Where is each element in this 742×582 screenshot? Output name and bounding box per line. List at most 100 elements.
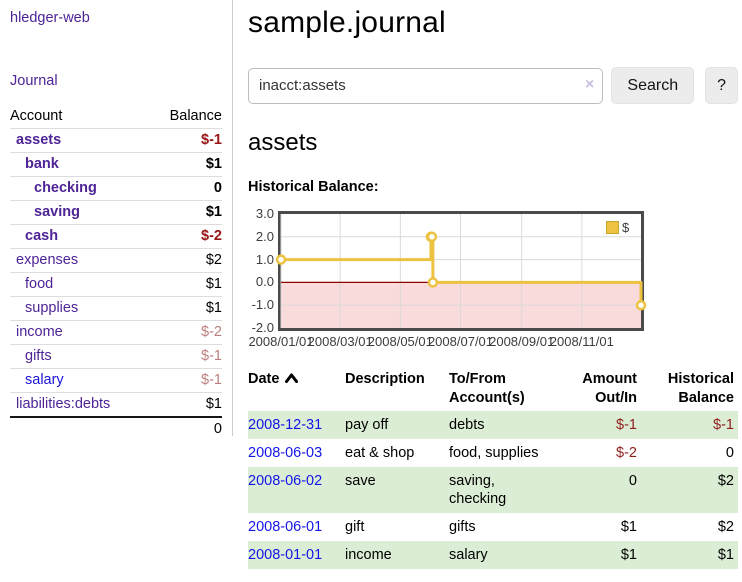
- account-balance: $1: [149, 152, 222, 177]
- account-balance: $-1: [201, 132, 222, 148]
- account-balance: $1: [149, 272, 222, 297]
- x-axis-tick-label: 2008/09/01: [489, 334, 555, 349]
- historical-balance-chart[interactable]: 3.0 2.0 1.0 0.0 -1.0 -2.0 $2008/01/01 2008/03/0…: [248, 203, 648, 349]
- x-axis-tick-label: 2008/07/01: [427, 334, 494, 349]
- account-link-saving[interactable]: saving: [34, 204, 80, 220]
- transaction-date-link[interactable]: 2008-06-02: [248, 473, 323, 489]
- account-row: food $1: [10, 272, 222, 297]
- account-link-income[interactable]: income: [16, 324, 63, 340]
- account-row: expenses $2: [10, 248, 222, 273]
- transaction-balance: $1: [717, 547, 734, 563]
- account-link-supplies[interactable]: supplies: [25, 300, 79, 316]
- register-row: 2008-01-01 income salary $1 $1: [248, 541, 738, 569]
- register-row: 2008-06-03 eat & shop food, supplies $-2 0: [248, 439, 738, 467]
- account-row: gifts $-1: [10, 344, 222, 369]
- col-header-accounts: To/From Account(s): [449, 371, 525, 406]
- account-balance: $-2: [149, 320, 222, 345]
- transaction-date-link[interactable]: 2008-06-01: [248, 519, 323, 535]
- transaction-balance: $2: [717, 519, 734, 535]
- account-row: liabilities:debts $1: [10, 392, 222, 417]
- y-axis-tick-label: 3.0: [255, 206, 274, 221]
- search-box: ×: [248, 67, 604, 104]
- nav-journal-link[interactable]: Journal: [10, 73, 58, 89]
- transaction-accounts: saving, checking: [449, 473, 507, 507]
- account-link-bank[interactable]: bank: [25, 156, 59, 172]
- account-link-gifts[interactable]: gifts: [25, 348, 52, 364]
- register-table-header: Date Description To/From Account(s) Amount Ou…: [248, 367, 738, 411]
- account-balance: $-1: [149, 344, 222, 369]
- account-row: salary $-1: [10, 368, 222, 393]
- account-balance: $1: [149, 200, 222, 225]
- transaction-accounts: gifts: [449, 519, 476, 535]
- account-balance: $-2: [149, 224, 222, 249]
- x-axis-tick-label: 2008/11/01: [549, 334, 614, 349]
- account-balance: $1: [149, 296, 222, 321]
- register-row: 2008-12-31 pay off debts $-1 $-1: [248, 411, 738, 439]
- transaction-date-link[interactable]: 2008-12-31: [248, 417, 323, 433]
- col-header-balance: Historical Balance: [667, 371, 734, 406]
- transaction-description: eat & shop: [345, 445, 415, 461]
- x-axis-tick-label: 2008/03/01: [307, 334, 373, 349]
- account-link-expenses[interactable]: expenses: [16, 252, 79, 268]
- transaction-description: save: [345, 473, 376, 489]
- account-link-assets[interactable]: assets: [16, 132, 62, 148]
- account-title: assets: [248, 129, 318, 156]
- account-link-liabilities-debts[interactable]: liabilities:debts: [16, 396, 111, 412]
- account-link-cash[interactable]: cash: [25, 228, 59, 244]
- x-axis-tick-label: 2008/05/01: [367, 334, 433, 349]
- transaction-accounts: food, supplies: [449, 445, 539, 461]
- x-axis-tick-label: 2008/01/01: [248, 334, 314, 349]
- account-row: checking 0: [10, 176, 222, 201]
- account-link-salary[interactable]: salary: [25, 372, 64, 388]
- transaction-date-link[interactable]: 2008-01-01: [248, 547, 323, 563]
- account-row: cash $-2: [10, 224, 222, 249]
- brand-link[interactable]: hledger-web: [10, 10, 90, 26]
- col-header-amount: Amount Out/In: [582, 371, 637, 406]
- search-form: × Search ?: [248, 67, 738, 104]
- main-content: sample.journal × Search ? assets Histori…: [248, 0, 738, 569]
- account-row: bank $1: [10, 152, 222, 177]
- account-balance: $-1: [149, 368, 222, 393]
- accounts-header-account: Account: [10, 105, 150, 129]
- register-row: 2008-06-02 save saving, checking 0 $2: [248, 467, 738, 513]
- transaction-description: gift: [345, 519, 365, 535]
- y-axis-tick-label: 0.0: [255, 274, 274, 290]
- transaction-amount: $1: [620, 519, 637, 535]
- search-button[interactable]: Search: [611, 67, 695, 104]
- register-table: Date Description To/From Account(s) Amount Ou…: [248, 367, 738, 569]
- sidebar-nav: Journal: [10, 72, 222, 89]
- y-axis-tick-label: 1.0: [255, 251, 274, 267]
- chart-plot-area: [275, 211, 647, 331]
- page-title: sample.journal: [248, 6, 446, 39]
- account-balance: $1: [149, 392, 222, 417]
- register-row: 2008-06-01 gift gifts $1 $2: [248, 513, 738, 541]
- account-row: supplies $1: [10, 296, 222, 321]
- search-input[interactable]: [248, 67, 604, 104]
- clear-search-icon[interactable]: ×: [585, 75, 595, 93]
- y-axis-tick-label: -2.0: [251, 320, 274, 335]
- accounts-total-row: 0: [10, 416, 222, 441]
- col-header-date[interactable]: Date: [248, 367, 345, 411]
- transaction-amount: $1: [620, 547, 637, 563]
- legend-series-swatch: [606, 221, 619, 234]
- transaction-balance: $-1: [713, 417, 734, 433]
- transaction-balance: 0: [725, 445, 734, 461]
- transaction-description: income: [345, 547, 392, 563]
- account-link-food[interactable]: food: [25, 276, 54, 292]
- y-axis-tick-label: 2.0: [255, 228, 274, 244]
- transaction-amount: $-2: [616, 445, 637, 461]
- accounts-table: Account Balance assets $-1 bank $1 checking 0…: [10, 105, 222, 441]
- chart-title: Historical Balance:: [248, 179, 379, 195]
- account-link-checking[interactable]: checking: [34, 180, 97, 196]
- chart-legend: $: [606, 220, 629, 235]
- account-balance: 0: [149, 176, 222, 201]
- help-button[interactable]: ?: [705, 67, 738, 104]
- transaction-date-link[interactable]: 2008-06-03: [248, 445, 323, 461]
- account-row: assets $-1: [10, 129, 222, 153]
- col-header-description: Description: [345, 371, 425, 387]
- accounts-total-balance: 0: [149, 416, 222, 441]
- sidebar: hledger-web Journal Account Balance asse…: [0, 0, 233, 441]
- transaction-amount: $-1: [616, 417, 637, 433]
- transaction-description: pay off: [345, 417, 389, 433]
- sort-ascending-icon: [285, 370, 299, 389]
